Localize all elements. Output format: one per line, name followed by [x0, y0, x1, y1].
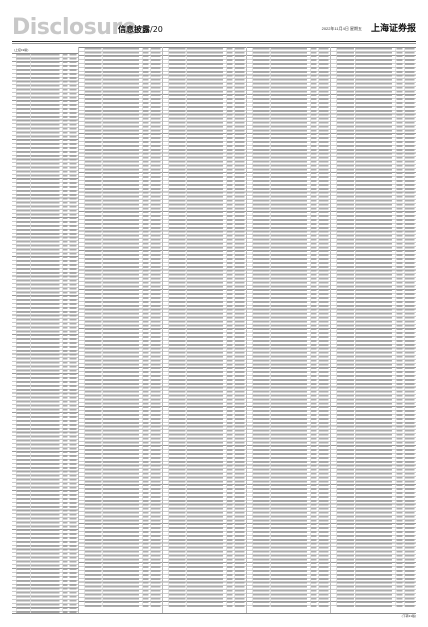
column-1: (上接19版): [12, 47, 79, 613]
column-4: [247, 47, 331, 613]
disclosure-table-5: [331, 47, 416, 607]
footer-rule: [12, 613, 416, 614]
page-number: /20: [150, 25, 163, 34]
newspaper-masthead: 上海证券报: [370, 24, 416, 34]
disclosure-table-4: [247, 47, 330, 607]
page-header: Disclosure 信息披露/20 2022年11月4日 星期五 上海证券报: [12, 16, 416, 40]
continued-from-label: (上接19版): [14, 48, 29, 52]
issue-date: 2022年11月4日 星期五: [321, 26, 362, 31]
disclosure-table-2: [79, 47, 162, 607]
column-2: [79, 47, 163, 613]
continued-to-label: (下转21版): [401, 614, 416, 618]
disclosure-table-1: [12, 53, 78, 613]
disclosure-body: (上接19版): [12, 47, 416, 613]
section-name: 信息披露: [118, 25, 150, 34]
column-3: [163, 47, 247, 613]
column-5: [331, 47, 416, 613]
section-title: 信息披露/20: [118, 24, 163, 35]
header-rule-thin: [12, 43, 416, 44]
section-brand: Disclosure: [12, 15, 137, 40]
header-rule: [12, 41, 416, 42]
disclosure-table-3: [163, 47, 246, 607]
